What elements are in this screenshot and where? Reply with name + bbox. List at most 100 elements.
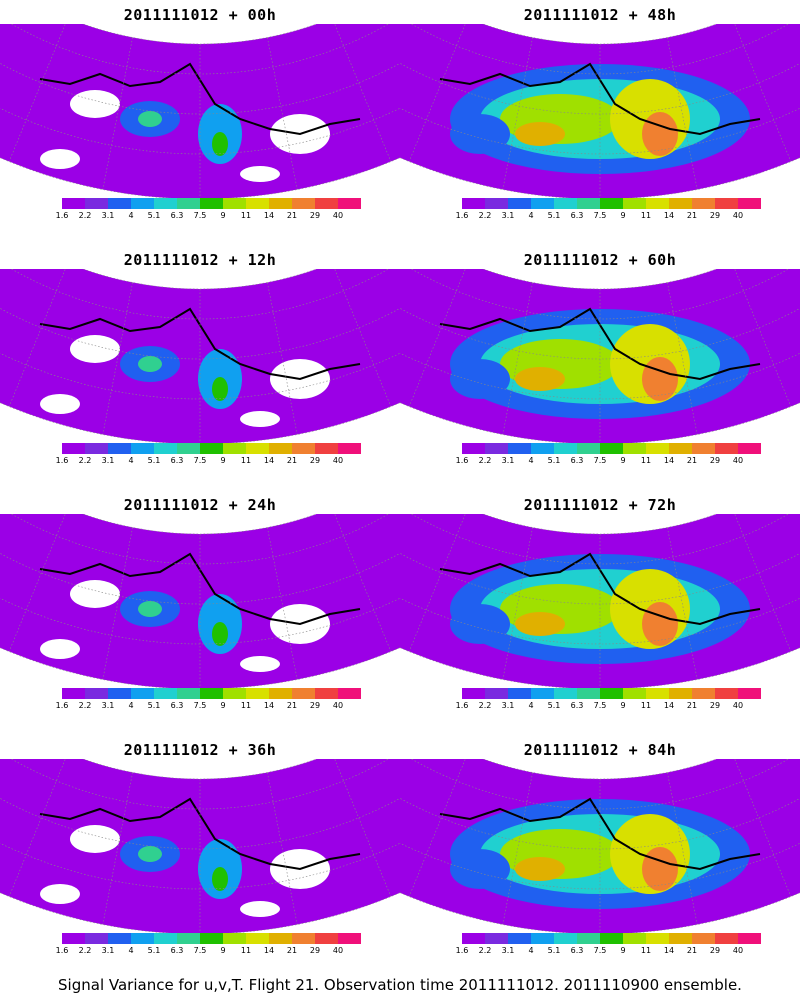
colorbar-tick-label: 9 <box>620 701 626 710</box>
colorbar-swatch <box>315 198 338 209</box>
colorbar-tick-label: 5.1 <box>147 701 161 710</box>
colorbar-tick-label: 3.1 <box>501 456 515 465</box>
panel-title: 2011111012 + 24h <box>123 496 277 514</box>
colorbar-tick-label: 3.1 <box>501 211 515 220</box>
colorbar-tick-label: 6.3 <box>170 211 184 220</box>
colorbar-swatch <box>200 443 223 454</box>
colorbar-tick-label: 29 <box>709 211 721 220</box>
colorbar-tick-label: 1.6 <box>55 946 69 955</box>
colorbar <box>62 443 361 454</box>
colorbar-swatch <box>738 933 761 944</box>
colorbar-swatch <box>131 198 154 209</box>
colorbar-tick-label: 5.1 <box>547 701 561 710</box>
colorbar-swatch <box>85 198 108 209</box>
colorbar-swatch <box>108 198 131 209</box>
colorbar-swatch <box>177 443 200 454</box>
colorbar-tick-label: 40 <box>332 701 344 710</box>
colorbar-tick-label: 1.6 <box>455 946 469 955</box>
colorbar-tick-label: 4 <box>128 456 134 465</box>
colorbar-tick-label: 9 <box>220 701 226 710</box>
colorbar-swatch <box>269 443 292 454</box>
colorbar-swatch <box>292 443 315 454</box>
colorbar-tick-label: 11 <box>240 211 252 220</box>
colorbar-swatch <box>154 688 177 699</box>
colorbar-swatch <box>223 688 246 699</box>
colorbar-tick-label: 3.1 <box>101 456 115 465</box>
colorbar-tick-label: 2.2 <box>78 211 92 220</box>
colorbar-ticks: 1.6 2.2 3.1 4 5.1 6.3 7.5 9 11 14 21 29 40 <box>456 946 762 958</box>
colorbar-swatch <box>177 933 200 944</box>
colorbar-tick-label: 4 <box>128 946 134 955</box>
colorbar-tick-label: 14 <box>263 456 275 465</box>
colorbar-swatch <box>669 933 692 944</box>
colorbar-swatch <box>177 198 200 209</box>
colorbar-tick-label: 11 <box>240 456 252 465</box>
colorbar-tick-label: 7.5 <box>593 211 607 220</box>
colorbar-swatch <box>200 933 223 944</box>
colorbar-tick-label: 29 <box>709 946 721 955</box>
colorbar-tick-label: 6.3 <box>570 701 584 710</box>
colorbar-tick-label: 6.3 <box>570 946 584 955</box>
colorbar-swatch <box>338 688 361 699</box>
colorbar-swatch <box>269 688 292 699</box>
colorbar-tick-label: 21 <box>286 946 298 955</box>
map-panel: 2011111012 + 84h 1.6 2.2 3.1 4 5.1 6.3 7.5 9 11 14… <box>400 735 800 980</box>
colorbar-swatch <box>85 933 108 944</box>
colorbar-swatch <box>62 198 85 209</box>
colorbar-swatch <box>338 933 361 944</box>
colorbar-tick-label: 7.5 <box>193 211 207 220</box>
colorbar-ticks: 1.6 2.2 3.1 4 5.1 6.3 7.5 9 11 14 21 29 40 <box>456 456 762 468</box>
map-panel: 2011111012 + 48h 1.6 2.2 3.1 4 5.1 6.3 7.5 9 11 14… <box>400 0 800 245</box>
colorbar-swatch <box>623 198 646 209</box>
colorbar-swatch <box>485 933 508 944</box>
colorbar-swatch <box>623 933 646 944</box>
panel-title: 2011111012 + 60h <box>523 251 677 269</box>
colorbar <box>62 933 361 944</box>
colorbar-tick-label: 4 <box>528 211 534 220</box>
colorbar-tick-label: 4 <box>128 211 134 220</box>
colorbar-tick-label: 40 <box>732 211 744 220</box>
colorbar-ticks: 1.6 2.2 3.1 4 5.1 6.3 7.5 9 11 14 21 29 40 <box>56 701 362 713</box>
colorbar-tick-label: 9 <box>620 456 626 465</box>
colorbar-swatch <box>269 198 292 209</box>
variance-map <box>0 759 400 934</box>
colorbar-swatch <box>462 688 485 699</box>
colorbar-swatch <box>292 198 315 209</box>
colorbar-tick-label: 5.1 <box>147 946 161 955</box>
colorbar-swatch <box>692 933 715 944</box>
colorbar-swatch <box>131 688 154 699</box>
colorbar-tick-label: 3.1 <box>101 946 115 955</box>
map-panel: 2011111012 + 36h 1.6 2.2 3.1 4 5.1 6.3 7.5 9 11 14… <box>0 735 400 980</box>
colorbar-swatch <box>154 443 177 454</box>
colorbar-tick-label: 11 <box>240 701 252 710</box>
colorbar-tick-label: 21 <box>686 456 698 465</box>
colorbar-swatch <box>738 688 761 699</box>
colorbar-tick-label: 3.1 <box>501 946 515 955</box>
colorbar-swatch <box>554 198 577 209</box>
colorbar-tick-label: 6.3 <box>570 456 584 465</box>
colorbar-tick-label: 4 <box>128 701 134 710</box>
colorbar-tick-label: 14 <box>663 946 675 955</box>
colorbar-swatch <box>131 933 154 944</box>
colorbar-swatch <box>108 443 131 454</box>
colorbar-tick-label: 1.6 <box>455 701 469 710</box>
colorbar-swatch <box>646 443 669 454</box>
colorbar-tick-label: 3.1 <box>101 211 115 220</box>
colorbar-swatch <box>577 198 600 209</box>
colorbar-swatch <box>292 933 315 944</box>
colorbar-tick-label: 2.2 <box>478 456 492 465</box>
colorbar-tick-label: 40 <box>332 211 344 220</box>
colorbar-tick-label: 6.3 <box>170 701 184 710</box>
panel-title: 2011111012 + 12h <box>123 251 277 269</box>
colorbar-swatch <box>108 933 131 944</box>
colorbar-tick-label: 4 <box>528 456 534 465</box>
colorbar-swatch <box>200 198 223 209</box>
colorbar-tick-label: 9 <box>620 211 626 220</box>
colorbar-swatch <box>246 443 269 454</box>
colorbar-tick-label: 6.3 <box>170 946 184 955</box>
colorbar-swatch <box>577 933 600 944</box>
colorbar-tick-label: 1.6 <box>455 456 469 465</box>
colorbar-tick-label: 9 <box>620 946 626 955</box>
colorbar-swatch <box>531 688 554 699</box>
colorbar-swatch <box>485 443 508 454</box>
